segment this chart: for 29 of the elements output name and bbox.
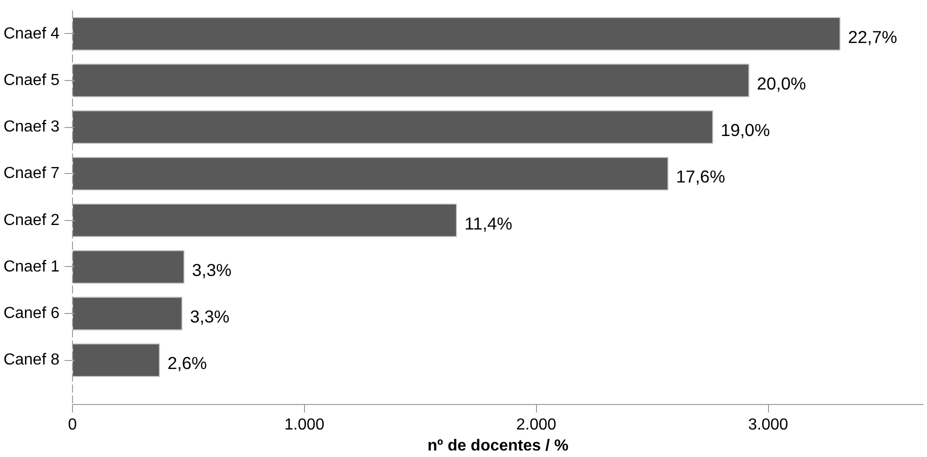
y-tick-label: Cnaef 2 [3, 212, 60, 229]
annotation: 20,0% [756, 73, 806, 94]
annotation: 3,3% [190, 306, 230, 327]
annotation: 19,0% [720, 120, 770, 140]
x-tick-label: 1.000 [284, 416, 324, 434]
annotation: 3,3% [192, 260, 232, 280]
x-tick-label: 3.000 [748, 416, 788, 434]
bar [72, 204, 457, 238]
bar [72, 343, 160, 378]
bar [72, 156, 668, 191]
annotation: 17,6% [676, 166, 726, 187]
y-tick-label: Canef 6 [3, 305, 60, 322]
y-tick-label: Cnaef 7 [3, 165, 60, 182]
bar [72, 110, 714, 144]
bar [72, 250, 185, 284]
annotation: 11,4% [464, 213, 512, 234]
y-tick-label: Cnaef 5 [3, 72, 60, 89]
x-tick-label: 2.000 [516, 416, 556, 434]
bar [72, 16, 841, 51]
bar [72, 296, 182, 330]
y-tick-label: Canef 8 [3, 352, 60, 369]
x-tick-label: 0 [68, 416, 78, 434]
x-axis-title: nº de docentes / % [428, 438, 568, 454]
y-tick-label: Cnaef 3 [3, 118, 60, 136]
bar [72, 64, 750, 98]
annotation: 2,6% [167, 353, 207, 374]
y-tick-label: Cnaef 1 [3, 258, 60, 276]
annotation: 22,7% [848, 26, 898, 47]
y-tick-label: Cnaef 4 [3, 25, 60, 42]
